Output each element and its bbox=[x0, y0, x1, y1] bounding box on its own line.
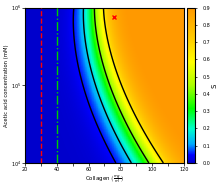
X-axis label: Collagen $\left(\frac{mg}{ml}\right)$: Collagen $\left(\frac{mg}{ml}\right)$ bbox=[85, 174, 124, 185]
Y-axis label: S: S bbox=[211, 83, 217, 88]
Y-axis label: Acetic acid concentration (mM): Acetic acid concentration (mM) bbox=[4, 44, 9, 127]
